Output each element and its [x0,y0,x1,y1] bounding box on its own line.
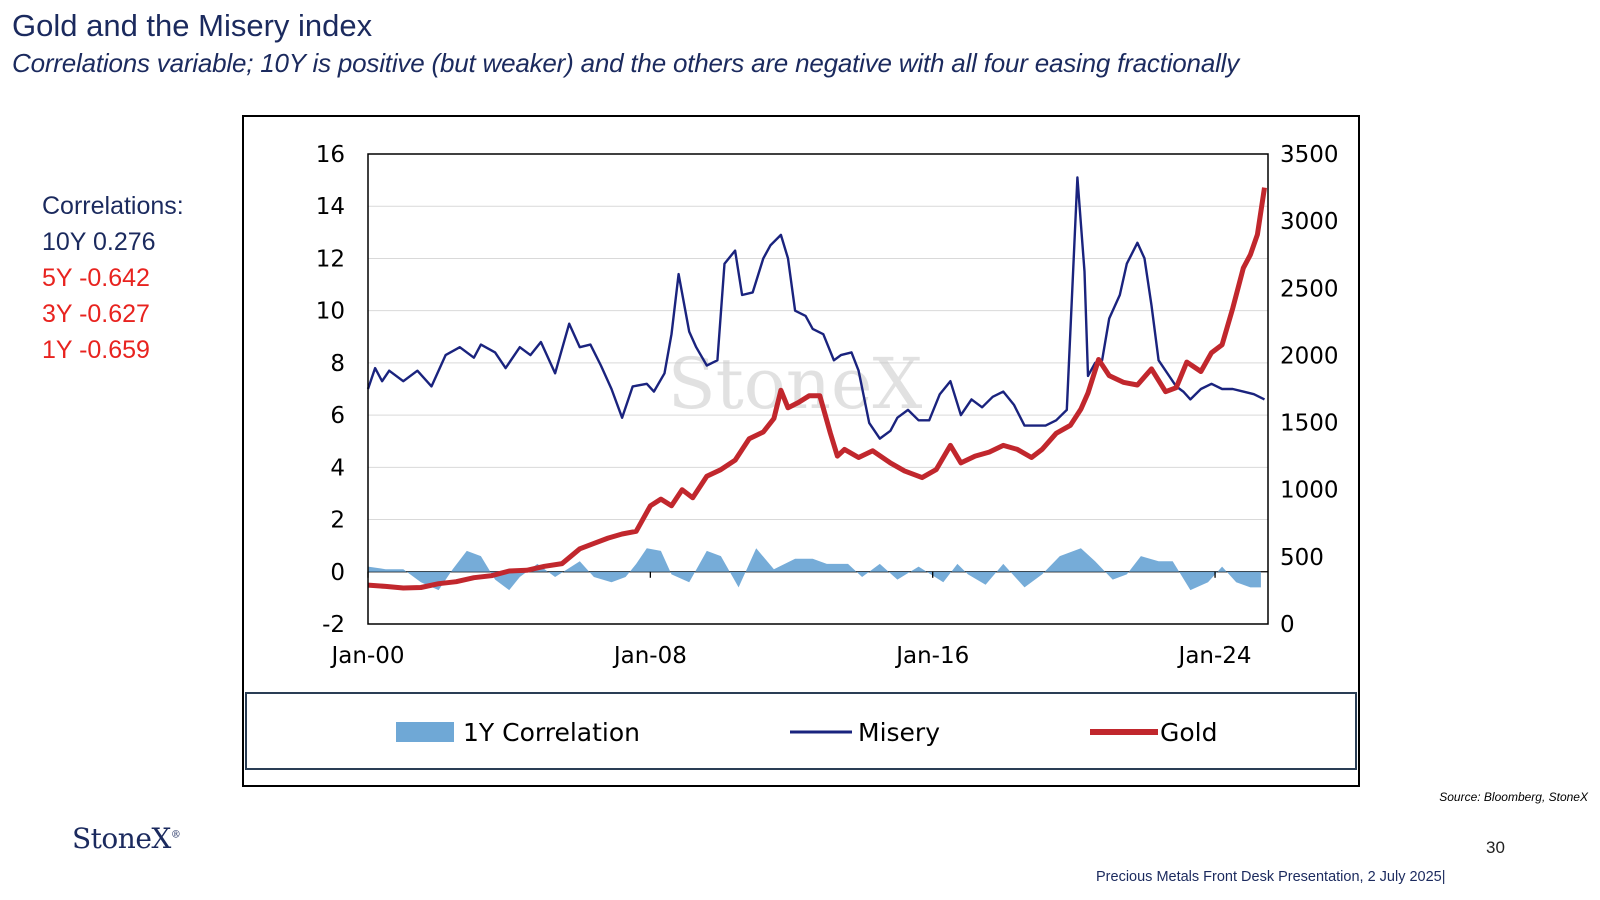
page-subtitle: Correlations variable; 10Y is positive (… [12,48,1240,78]
x-tick-label: Jan-00 [329,643,404,669]
left-tick-label: 14 [316,194,345,220]
left-tick-label: 12 [316,246,345,272]
x-tick-label: Jan-24 [1177,643,1252,669]
correlations-panel: Correlations: 10Y 0.276 5Y -0.642 3Y -0.… [42,188,184,368]
left-tick-label: 4 [330,455,345,481]
plot-border [367,153,1269,625]
correlation-1y: 1Y -0.659 [42,336,150,364]
series-misery [366,176,1266,440]
right-tick-label: 2000 [1280,343,1339,369]
correlation-3y: 3Y -0.627 [42,300,150,328]
legend-label-gold: Gold [1160,718,1217,747]
left-tick-label: 8 [330,351,345,377]
right-tick-label: 1000 [1280,478,1339,504]
right-tick-label: 3000 [1280,209,1339,235]
right-tick-label: 0 [1280,612,1295,638]
left-axis: 16 14 12 10 8 6 4 2 0 -2 [316,142,345,638]
chart-frame [242,115,1360,787]
x-axis: Jan-00 Jan-08 Jan-16 Jan-24 [329,571,1252,669]
x-tick-label: Jan-16 [894,643,969,669]
right-axis: 3500 3000 2500 2000 1500 1000 500 0 [1280,142,1339,638]
legend-box [245,692,1357,770]
correlation-layer [368,548,1261,591]
series-gold [367,187,1267,591]
left-tick-label: 10 [316,299,345,325]
legend-swatch-1y-correlation [396,722,454,742]
lines-layer [366,176,1267,591]
x-tick-label: Jan-08 [612,643,687,669]
left-tick-label: 0 [330,560,345,586]
left-tick-label: 16 [316,142,345,168]
watermark: StoneX [668,343,923,425]
right-tick-label: 2500 [1280,276,1339,302]
legend-label-misery: Misery [858,718,940,747]
correlation-10y: 10Y 0.276 [42,228,156,256]
left-tick-label: 6 [330,403,345,429]
right-tick-label: 500 [1280,545,1324,571]
right-tick-label: 3500 [1280,142,1339,168]
stonex-logo: StoneX® [72,822,181,855]
footer-text: Precious Metals Front Desk Presentation,… [1096,869,1446,885]
right-tick-label: 1500 [1280,411,1339,437]
correlation-5y: 5Y -0.642 [42,264,150,292]
legend: 1Y Correlation Misery Gold [396,718,1217,747]
series-1y-correlation [368,548,1261,591]
left-tick-label: -2 [322,612,345,638]
legend-label-1y-correlation: 1Y Correlation [463,718,640,747]
page-title: Gold and the Misery index [12,8,373,43]
source-note: Source: Bloomberg, StoneX [1439,790,1588,804]
correlations-heading: Correlations: [42,192,184,220]
page-number: 30 [1486,838,1505,857]
left-tick-label: 2 [330,508,345,534]
